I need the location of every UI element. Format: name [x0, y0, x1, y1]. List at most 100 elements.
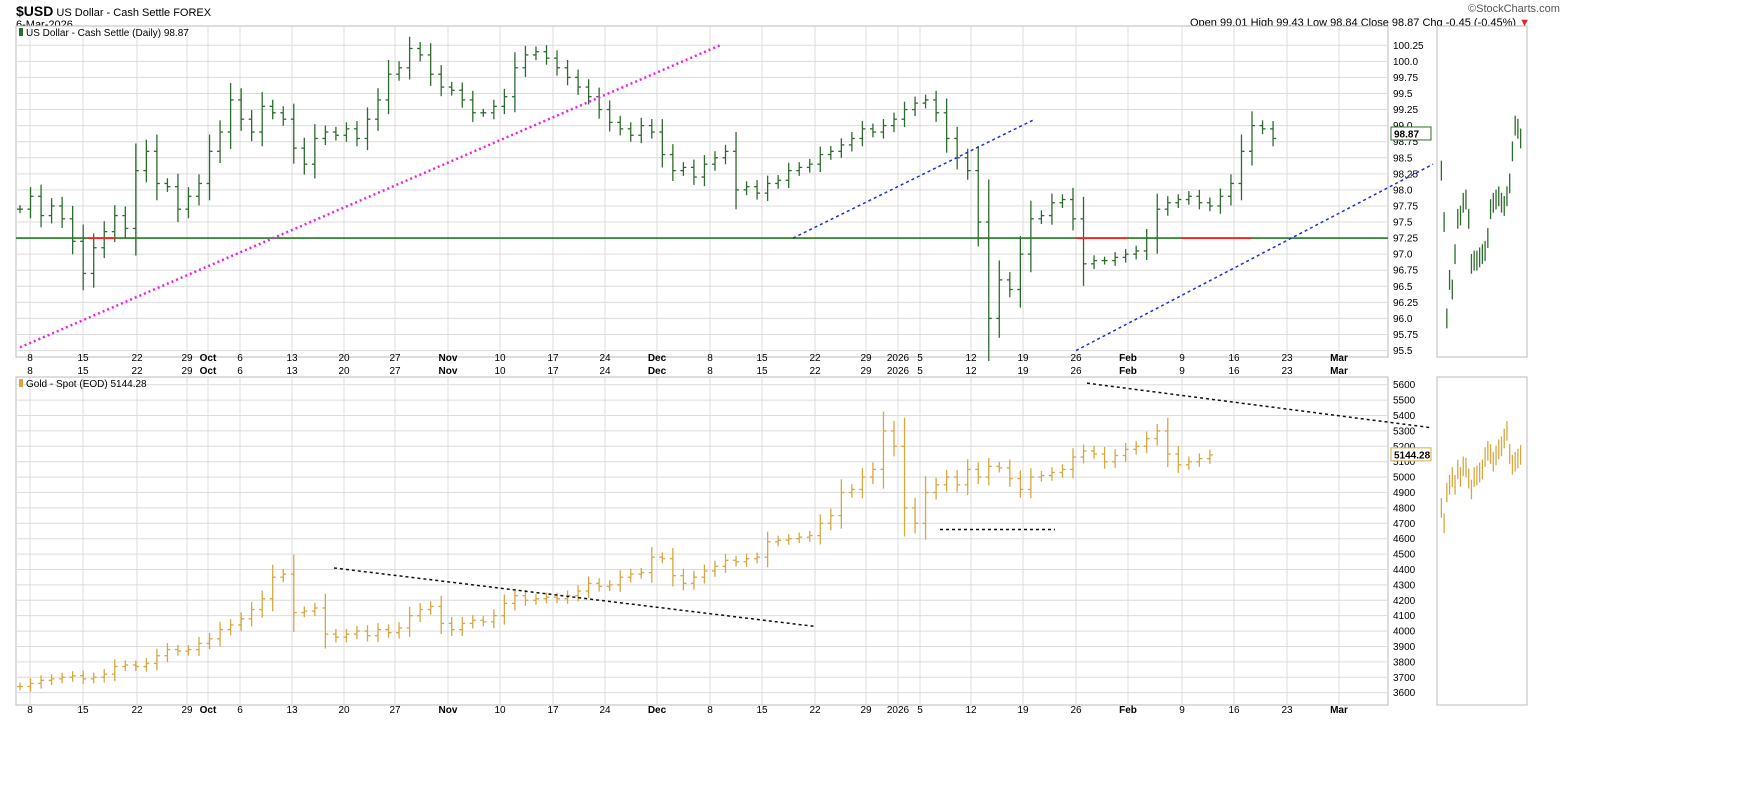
gold-x-tick-label: 10 [494, 705, 506, 716]
usd-y-tick-label: 99.25 [1393, 105, 1418, 116]
usd-x-tick-label: 17 [547, 353, 559, 364]
usd-x-tick-label: 20 [338, 353, 350, 364]
usd-x-tick-label-secondary: 22 [131, 366, 143, 377]
chart-header-title: $USD US Dollar - Cash Settle FOREX [16, 3, 211, 19]
usd-x-tick-label-secondary: 15 [77, 366, 89, 377]
usd-x-tick-label-secondary: Dec [648, 366, 667, 377]
gold-x-tick-label: 16 [1228, 705, 1240, 716]
usd-x-tick-label: 24 [599, 353, 611, 364]
gold-x-tick-label: 12 [965, 705, 977, 716]
close-value: 98.87 [1391, 17, 1420, 29]
usd-y-tick-label: 98.5 [1393, 153, 1413, 164]
gold-x-tick-label: 2026 [887, 705, 910, 716]
usd-x-tick-label-secondary: 17 [547, 366, 559, 377]
gold-black-trendline-upper [1086, 382, 1433, 429]
usd-x-tick-label: 16 [1228, 353, 1240, 364]
usd-x-tick-label-secondary: 12 [965, 366, 977, 377]
usd-x-tick-label-secondary: 9 [1179, 366, 1185, 377]
gold-x-tick-label: 20 [338, 705, 350, 716]
gold-x-tick-label: 29 [181, 705, 193, 716]
usd-legend-swatch [19, 28, 23, 36]
down-arrow-icon: ▼ [1519, 17, 1530, 29]
gold-y-tick-label: 4500 [1393, 550, 1416, 561]
instrument-name: US Dollar - Cash Settle [56, 7, 171, 19]
usd-x-tick-label: 5 [917, 353, 923, 364]
usd-x-tick-label-secondary: 26 [1070, 366, 1082, 377]
gold-x-tick-label: 19 [1017, 705, 1029, 716]
usd-x-tick-label: 8 [707, 353, 713, 364]
gold-legend-label: Gold - Spot (EOD) 5144.28 [26, 379, 147, 390]
gold-x-tick-label: Dec [648, 705, 667, 716]
gold-y-tick-label: 5000 [1393, 473, 1416, 484]
usd-x-tick-label-secondary: Nov [439, 366, 458, 377]
gold-last-value-box [1390, 447, 1432, 462]
usd-x-tick-label-secondary: Oct [200, 366, 217, 377]
usd-x-tick-label: 2026 [887, 353, 910, 364]
gold-panel-frame [15, 376, 1389, 706]
usd-x-tick-label: 29 [860, 353, 872, 364]
usd-x-tick-label: 9 [1179, 353, 1185, 364]
gold-x-tick-label: 22 [809, 705, 821, 716]
usd-y-tick-label: 100.0 [1393, 57, 1418, 68]
usd-x-tick-label: Dec [648, 353, 667, 364]
usd-x-tick-label-secondary: 27 [389, 366, 401, 377]
usd-x-tick-label: 8 [27, 353, 33, 364]
gold-y-tick-label: 4600 [1393, 534, 1416, 545]
usd-x-tick-label-secondary: 16 [1228, 366, 1240, 377]
gold-last-value-label: 5144.28 [1394, 450, 1431, 461]
usd-x-tick-label-secondary: 29 [860, 366, 872, 377]
gold-x-tick-label: 8 [27, 705, 33, 716]
usd-y-tick-label: 96.25 [1393, 298, 1418, 309]
usd-magenta-trendline [19, 44, 721, 349]
usd-y-tick-label: 98.25 [1393, 169, 1418, 180]
gold-x-tick-label: 15 [756, 705, 768, 716]
usd-x-tick-label-secondary: 22 [809, 366, 821, 377]
usd-x-tick-label-secondary: 23 [1281, 366, 1293, 377]
usd-x-tick-label: Mar [1330, 353, 1348, 364]
usd-y-tick-label: 96.5 [1393, 282, 1413, 293]
gold-y-tick-label: 5600 [1393, 380, 1416, 391]
gold-y-tick-label: 4700 [1393, 519, 1416, 530]
usd-x-tick-label: 6 [237, 353, 243, 364]
usd-x-tick-label-secondary: Feb [1119, 366, 1137, 377]
usd-zoom-frame [1436, 25, 1528, 358]
gold-x-tick-label: 23 [1281, 705, 1293, 716]
usd-x-tick-label: 22 [131, 353, 143, 364]
gold-y-tick-label: 4400 [1393, 565, 1416, 576]
gold-x-tick-label: Feb [1119, 705, 1137, 716]
usd-y-tick-label: 97.5 [1393, 218, 1413, 229]
usd-y-tick-label: 100.25 [1393, 41, 1424, 52]
usd-x-tick-label-secondary: 8 [707, 366, 713, 377]
gold-y-tick-label: 4200 [1393, 596, 1416, 607]
gold-legend-swatch [19, 379, 23, 387]
usd-x-tick-label-secondary: 24 [599, 366, 611, 377]
gold-y-tick-label: 4800 [1393, 503, 1416, 514]
usd-x-tick-label: Feb [1119, 353, 1137, 364]
usd-x-tick-label-secondary: 29 [181, 366, 193, 377]
usd-x-tick-label-secondary: 15 [756, 366, 768, 377]
gold-x-tick-label: 6 [237, 705, 243, 716]
usd-x-tick-label: 23 [1281, 353, 1293, 364]
gold-y-tick-label: 3600 [1393, 688, 1416, 699]
usd-last-value-box [1390, 126, 1432, 141]
usd-x-tick-label-secondary: 5 [917, 366, 923, 377]
usd-x-tick-label-secondary: 2026 [887, 366, 910, 377]
gold-x-tick-label: 15 [77, 705, 89, 716]
usd-x-tick-label: 13 [286, 353, 298, 364]
usd-x-tick-label-secondary: Mar [1330, 366, 1348, 377]
gold-x-tick-label: 24 [599, 705, 611, 716]
gold-black-trendline-lower [333, 567, 816, 628]
usd-y-tick-label: 95.75 [1393, 330, 1418, 341]
gold-y-tick-label: 3700 [1393, 673, 1416, 684]
watermark: ©StockCharts.com [1468, 3, 1560, 15]
exchange: FOREX [173, 7, 212, 19]
usd-x-tick-label-secondary: 10 [494, 366, 506, 377]
gold-x-tick-label: Oct [200, 705, 217, 716]
gold-x-tick-label: 29 [860, 705, 872, 716]
usd-x-tick-label: 15 [756, 353, 768, 364]
gold-x-tick-label: 13 [286, 705, 298, 716]
usd-blue-trendline-upper [792, 118, 1036, 239]
usd-x-tick-label: 22 [809, 353, 821, 364]
usd-x-tick-label-secondary: 19 [1017, 366, 1029, 377]
usd-x-tick-label: Oct [200, 353, 217, 364]
